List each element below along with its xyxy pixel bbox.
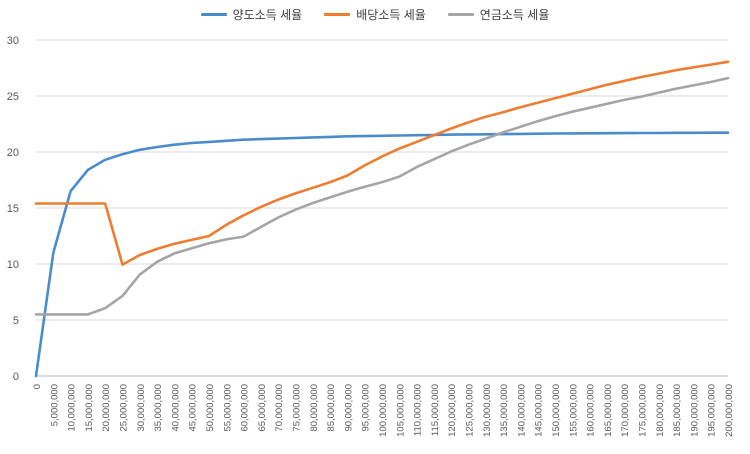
- x-tick-label: 60,000,000: [240, 384, 251, 432]
- x-tick-label: 195,000,000: [707, 384, 718, 437]
- legend-item: 연금소득 세율: [447, 6, 550, 23]
- legend-item: 양도소득 세율: [200, 6, 303, 23]
- legend-item: 배당소득 세율: [324, 6, 426, 23]
- y-tick-label: 0: [13, 371, 19, 383]
- x-tick-label: 180,000,000: [655, 384, 666, 437]
- x-tick-label: 115,000,000: [430, 384, 441, 436]
- x-tick-label: 130,000,000: [482, 384, 493, 437]
- x-tick-label: 90,000,000: [343, 384, 354, 432]
- x-tick-label: 25,000,000: [119, 384, 130, 432]
- x-tick-label: 40,000,000: [170, 384, 181, 432]
- x-tick-label: 150,000,000: [551, 384, 562, 437]
- x-tick-label: 70,000,000: [274, 384, 285, 432]
- x-tick-label: 55,000,000: [222, 384, 233, 432]
- x-tick-label: 100,000,000: [378, 384, 389, 437]
- x-tick-label: 10,000,000: [67, 384, 78, 432]
- legend-label: 연금소득 세율: [479, 8, 550, 22]
- x-tick-label: 30,000,000: [136, 384, 147, 432]
- x-tick-label: 140,000,000: [516, 384, 527, 437]
- y-tick-label: 20: [7, 147, 19, 159]
- x-tick-label: 170,000,000: [620, 384, 631, 437]
- x-tick-label: 165,000,000: [603, 384, 614, 437]
- legend-swatch: [200, 13, 227, 16]
- x-tick-label: 50,000,000: [205, 384, 216, 432]
- legend: 양도소득 세율 배당소득 세율 연금소득 세율: [0, 6, 750, 23]
- x-tick-label: 85,000,000: [326, 384, 337, 432]
- x-tick-label: 5,000,000: [49, 384, 60, 426]
- y-tick-label: 25: [7, 91, 19, 103]
- x-tick-label: 160,000,000: [586, 384, 597, 437]
- x-tick-label: 190,000,000: [689, 384, 700, 437]
- series-line-3: [34, 76, 730, 316]
- x-tick-label: 200,000,000: [724, 384, 735, 437]
- legend-swatch: [447, 13, 474, 16]
- x-tick-label: 95,000,000: [361, 384, 372, 432]
- x-tick-label: 105,000,000: [395, 384, 406, 437]
- y-tick-label: 10: [7, 259, 19, 271]
- x-tick-label: 65,000,000: [257, 384, 268, 432]
- x-tick-label: 45,000,000: [188, 384, 199, 432]
- x-tick-label: 0: [32, 384, 43, 389]
- y-tick-label: 30: [7, 35, 19, 47]
- x-tick-label: 125,000,000: [465, 384, 476, 437]
- x-tick-label: 135,000,000: [499, 384, 510, 437]
- x-tick-label: 35,000,000: [153, 384, 164, 432]
- x-tick-label: 145,000,000: [534, 384, 545, 437]
- x-tick-label: 120,000,000: [447, 384, 458, 437]
- x-tick-label: 80,000,000: [309, 384, 320, 432]
- series-line-1: [34, 131, 730, 378]
- legend-swatch: [324, 13, 351, 16]
- series-line-2: [34, 60, 730, 266]
- x-tick-label: 20,000,000: [101, 384, 112, 432]
- x-tick-label: 155,000,000: [568, 384, 579, 437]
- legend-label: 배당소득 세율: [356, 8, 426, 22]
- x-tick-label: 75,000,000: [292, 384, 303, 432]
- y-tick-label: 5: [13, 315, 19, 327]
- x-tick-label: 15,000,000: [84, 384, 95, 432]
- x-tick-label: 185,000,000: [672, 384, 683, 437]
- x-tick-label: 175,000,000: [638, 384, 649, 437]
- y-tick-label: 15: [7, 203, 19, 215]
- legend-label: 양도소득 세율: [232, 8, 303, 22]
- x-tick-label: 110,000,000: [413, 384, 424, 436]
